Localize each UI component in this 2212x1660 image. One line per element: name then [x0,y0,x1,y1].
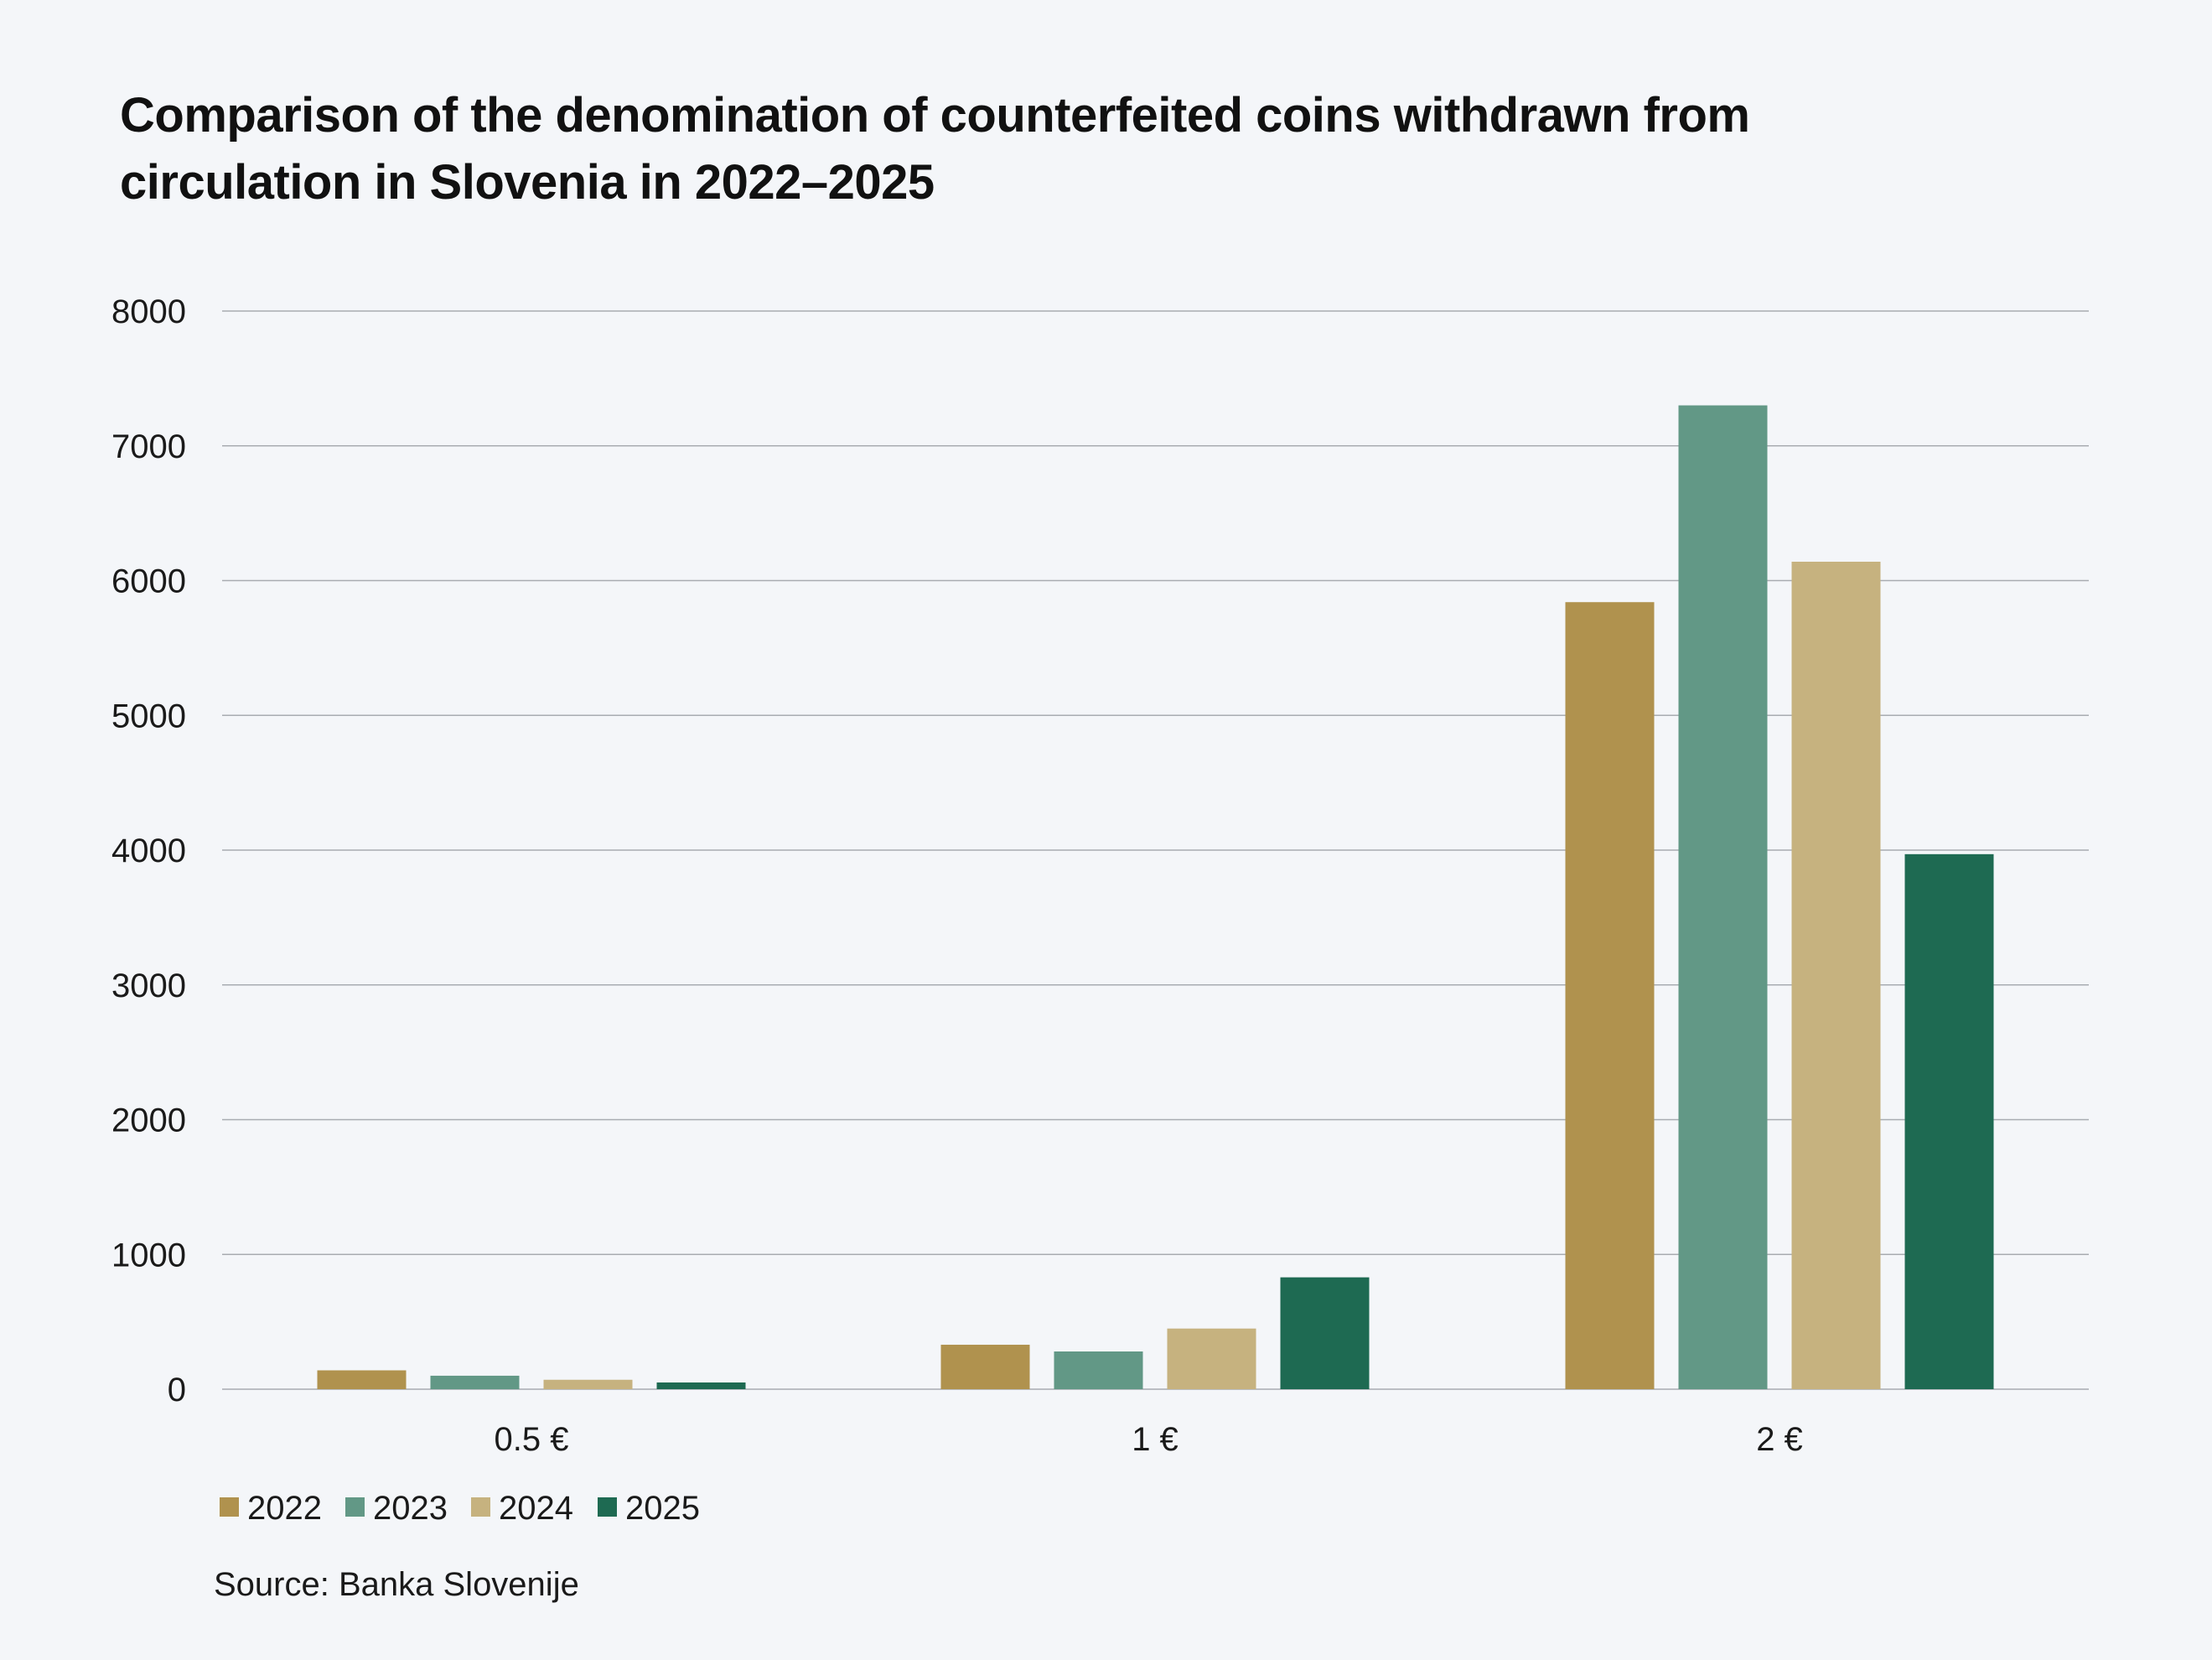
bar-2025-2 [1904,853,1994,1389]
legend-swatch-2022 [220,1497,239,1517]
bar-2024-2 [1791,561,1881,1389]
bar-2022-1 [940,1344,1030,1389]
legend-label-2024: 2024 [499,1490,573,1527]
legend-label-2025: 2025 [625,1490,700,1527]
legend-swatch-2024 [471,1497,490,1517]
legend-swatch-2023 [345,1497,365,1517]
legend-label-2022: 2022 [247,1490,322,1527]
legend: 2022 2023 2024 2025 [220,1490,700,1527]
bar-2024-0 [543,1379,633,1389]
y-tick-label: 5000 [111,698,186,734]
source-note: Source: Banka Slovenije [214,1566,579,1603]
y-tick-label: 2000 [111,1102,186,1139]
gridlines [222,310,2089,1390]
chart-title: Comparison of the denomination of counte… [120,82,1796,216]
bar-2023-1 [1054,1351,1143,1389]
bars [317,405,1994,1389]
y-tick-label: 3000 [111,967,186,1004]
y-tick-label: 0 [168,1372,186,1408]
legend-swatch-2025 [598,1497,617,1517]
bar-2025-0 [656,1382,746,1389]
legend-label-2023: 2023 [373,1490,448,1527]
chart-title-line-1: Comparison of the denomination of counte… [120,88,1750,143]
bar-2025-1 [1280,1277,1370,1389]
bar-2022-2 [1565,602,1655,1389]
x-axis-ticks: 0.5 € 1 € 2 € [495,1421,1803,1458]
bar-2023-0 [430,1375,520,1389]
y-axis-ticks: 0 1000 2000 3000 4000 5000 6000 7000 8000 [111,293,186,1408]
y-tick-label: 8000 [111,293,186,330]
x-tick-label: 2 € [1756,1421,1803,1458]
chart-title-line-2: circulation in Slovenia in 2022–2025 [120,155,935,210]
bar-2022-0 [317,1370,407,1389]
y-tick-label: 4000 [111,833,186,869]
x-tick-label: 1 € [1132,1421,1179,1458]
y-tick-label: 7000 [111,428,186,465]
y-tick-label: 1000 [111,1237,186,1274]
y-tick-label: 6000 [111,563,186,600]
bar-2024-1 [1167,1328,1256,1389]
x-tick-label: 0.5 € [495,1421,569,1458]
bar-2023-2 [1678,405,1768,1389]
